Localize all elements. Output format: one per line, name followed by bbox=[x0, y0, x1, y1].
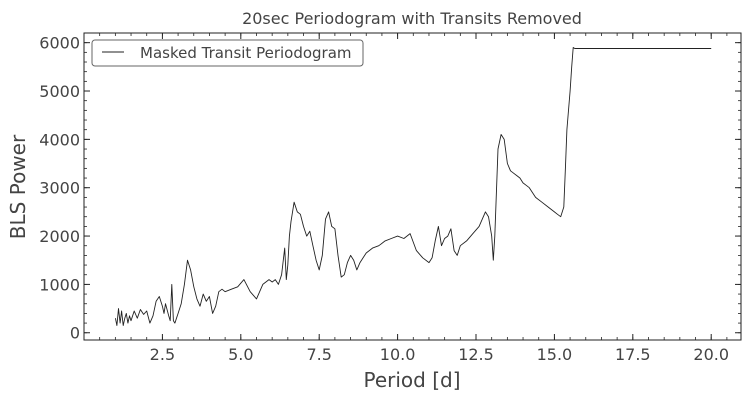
x-tick-label: 15.0 bbox=[537, 345, 573, 364]
x-tick-label: 12.5 bbox=[458, 345, 494, 364]
y-tick-label: 0 bbox=[70, 324, 80, 343]
y-tick-label: 3000 bbox=[39, 179, 80, 198]
y-tick-label: 1000 bbox=[39, 275, 80, 294]
x-tick-label: 10.0 bbox=[380, 345, 416, 364]
plot-frame bbox=[83, 32, 742, 341]
legend-box bbox=[91, 39, 364, 67]
x-tick-label: 2.5 bbox=[150, 345, 175, 364]
x-axis-ticks: 2.5 5.0 7.5 10.0 12.5 15.0 17.5 20.0 bbox=[83, 33, 729, 364]
y-tick-label: 4000 bbox=[39, 130, 80, 149]
x-tick-label: 7.5 bbox=[306, 345, 331, 364]
x-axis-title: Period [d] bbox=[363, 368, 460, 392]
y-tick-label: 2000 bbox=[39, 227, 80, 246]
series-line-masked-transit-periodogram bbox=[114, 47, 712, 326]
y-axis-title: BLS Power bbox=[6, 134, 30, 239]
y-axis-ticks: 0 1000 2000 3000 4000 5000 6000 bbox=[39, 32, 741, 343]
x-tick-label: 17.5 bbox=[615, 345, 651, 364]
x-tick-label: 5.0 bbox=[228, 345, 253, 364]
y-tick-label: 5000 bbox=[39, 82, 80, 101]
y-tick-label: 6000 bbox=[39, 34, 80, 53]
legend: Masked Transit Periodogram bbox=[91, 39, 364, 67]
x-tick-label: 20.0 bbox=[693, 345, 729, 364]
chart-title: 20sec Periodogram with Transits Removed bbox=[242, 9, 582, 28]
legend-label: Masked Transit Periodogram bbox=[140, 44, 352, 62]
